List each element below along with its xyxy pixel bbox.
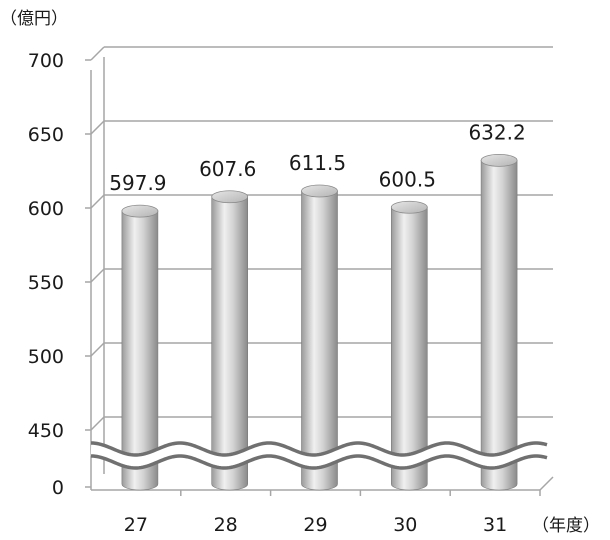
y-tick-label: 0 — [52, 477, 64, 499]
y-axis-ticks: 0 450 500 550 600 650 700 — [28, 50, 91, 499]
bar — [121, 204, 159, 491]
bar — [480, 153, 518, 491]
x-axis-unit-label: （年度） — [532, 516, 600, 536]
data-label: 611.5 — [289, 151, 346, 175]
break-gap — [90, 442, 549, 469]
break-line-lower — [90, 454, 548, 470]
y-tick-label: 500 — [28, 346, 64, 368]
y-tick-label: 600 — [28, 198, 64, 220]
x-tick-label: 31 — [483, 514, 507, 536]
x-tick-label: 30 — [393, 514, 417, 536]
bar-top — [121, 204, 159, 218]
bar — [301, 184, 338, 491]
axis-break — [90, 441, 549, 470]
data-label: 632.2 — [468, 120, 525, 144]
gridline-depth — [90, 120, 105, 135]
bar — [211, 190, 249, 491]
x-axis-ticks: 27 28 29 30 31 — [124, 490, 541, 536]
gridline-depth — [90, 416, 105, 431]
data-label: 600.5 — [379, 167, 436, 191]
bar-top — [301, 184, 338, 198]
bars — [121, 153, 518, 491]
data-label: 597.9 — [109, 171, 166, 195]
bar — [390, 200, 428, 491]
bar-body — [211, 196, 248, 491]
data-labels: 597.9 607.6 611.5 600.5 632.2 — [109, 120, 525, 195]
bar-top — [390, 200, 428, 214]
bar-body — [121, 210, 159, 491]
x-tick-label: 29 — [303, 514, 327, 536]
floor-edge — [539, 476, 554, 491]
gridline-depth — [90, 46, 105, 61]
bar-body — [391, 206, 428, 491]
bar-body — [301, 190, 338, 491]
gridline-depth — [90, 342, 105, 357]
y-tick-label: 650 — [28, 124, 64, 146]
gridline-depth — [90, 268, 105, 283]
data-label: 607.6 — [199, 157, 256, 181]
y-tick-label: 550 — [28, 272, 64, 294]
bar-body — [480, 160, 518, 491]
break-line-upper — [90, 441, 548, 457]
x-tick-label: 27 — [124, 514, 148, 536]
bar-top — [211, 190, 249, 204]
gridline-depth — [90, 194, 105, 209]
y-axis-unit-label: （億円） — [0, 9, 68, 29]
y-tick-label: 450 — [28, 420, 64, 442]
y-tick-label: 700 — [28, 50, 64, 72]
bar-top — [480, 153, 518, 167]
x-tick-label: 28 — [214, 514, 238, 536]
